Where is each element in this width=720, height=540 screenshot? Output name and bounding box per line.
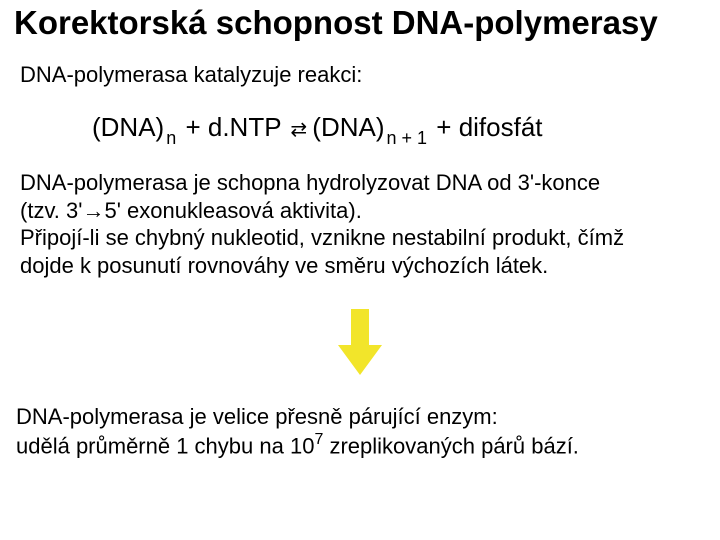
p2-exponent: 7 bbox=[314, 431, 323, 448]
p2-line1: DNA-polymerasa je velice přesně párující… bbox=[16, 404, 498, 429]
paragraph-2: DNA-polymerasa je velice přesně párující… bbox=[14, 403, 706, 459]
eq-lhs-sub: n bbox=[164, 128, 178, 148]
arrow-container bbox=[14, 309, 706, 379]
p1-line1: DNA-polymerasa je schopna hydrolyzovat D… bbox=[20, 170, 600, 195]
p1-line3: Připojí-li se chybný nukleotid, vznikne … bbox=[20, 225, 624, 250]
p2-line2a: udělá průměrně 1 chybu na 10 bbox=[16, 433, 314, 458]
equilibrium-arrow-icon: ⇄ bbox=[288, 117, 305, 142]
down-arrow-icon bbox=[338, 309, 382, 375]
intro-line: DNA-polymerasa katalyzuje reakci: bbox=[14, 62, 706, 88]
p1-line2: (tzv. 3'→5' exonukleasová aktivita). bbox=[20, 198, 362, 223]
slide-root: Korektorská schopnost DNA-polymerasy DNA… bbox=[0, 0, 720, 540]
eq-lhs-prefix: (DNA) bbox=[92, 112, 164, 142]
p2-line2b: zreplikovaných párů bází. bbox=[323, 433, 579, 458]
reaction-equation: (DNA)n + d.NTP ⇄ (DNA)n + 1 + difosfát bbox=[14, 112, 706, 147]
eq-rhs-prefix: (DNA) bbox=[305, 112, 384, 142]
eq-rhs-suffix: + difosfát bbox=[429, 112, 542, 142]
slide-title: Korektorská schopnost DNA-polymerasy bbox=[14, 4, 706, 42]
p1-line4: dojde k posunutí rovnováhy ve směru vých… bbox=[20, 253, 548, 278]
arrow-polygon bbox=[338, 309, 382, 375]
eq-lhs-plus: + d.NTP bbox=[178, 112, 288, 142]
paragraph-1: DNA-polymerasa je schopna hydrolyzovat D… bbox=[14, 169, 706, 279]
eq-rhs-sub: n + 1 bbox=[385, 128, 430, 148]
